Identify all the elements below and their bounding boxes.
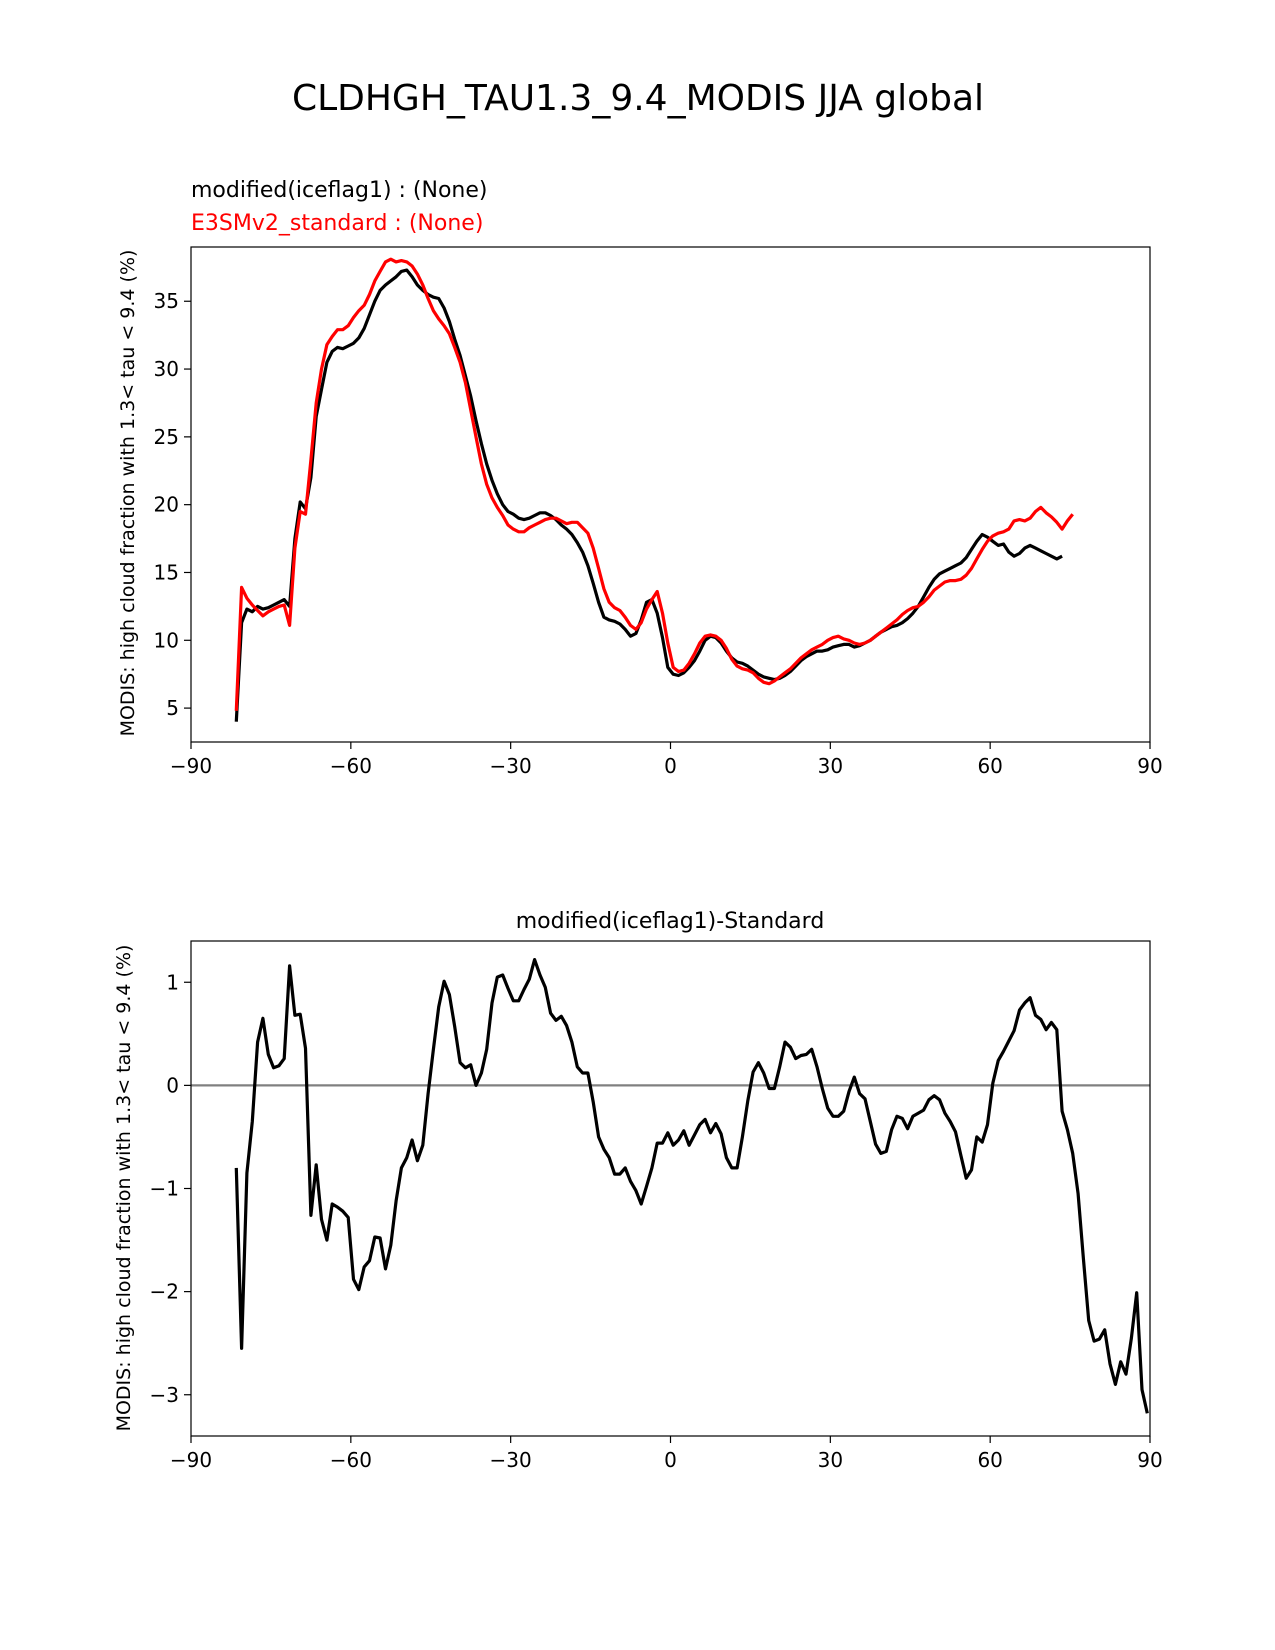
top-series-line-test [234,268,1063,722]
top-series-line-ref [234,257,1074,711]
top-y-axis: 5 10 15 20 25 30 35 [154,289,191,720]
bottom-y-axis-label: MODIS: high cloud fraction with 1.3< tau… [113,945,135,1432]
bottom-x-tick-label: 60 [977,1448,1002,1472]
bottom-x-tick-label: 30 [818,1448,843,1472]
bottom-x-tick-label: 90 [1137,1448,1162,1472]
top-y-tick-label: 15 [154,560,179,584]
top-x-tick-label: 90 [1137,754,1162,778]
top-x-tick-label: 60 [977,754,1002,778]
top-y-tick-label: 25 [154,425,179,449]
bottom-y-tick-label: −3 [150,1383,179,1407]
top-plot-frame [190,246,1151,743]
bottom-series-line-test [234,957,1149,1414]
bottom-y-tick-label: −2 [150,1280,179,1304]
top-y-tick-label: 30 [154,357,179,381]
bottom-y-axis: −3 −2 −1 0 1 [150,970,191,1407]
bottom-chart-title: modified(iceflag1)-Standard [516,909,825,934]
top-y-tick-label: 5 [166,696,179,720]
bottom-y-tick-label: 0 [166,1073,179,1097]
top-x-tick-label: −60 [330,754,372,778]
top-y-axis-label: MODIS: high cloud fraction with 1.3< tau… [117,250,139,737]
bottom-x-tick-label: −90 [170,1448,212,1472]
bottom-chart: modified(iceflag1)-Standard MODIS: high … [113,909,1163,1472]
bottom-series-group [191,957,1150,1414]
bottom-x-tick-label: −60 [330,1448,372,1472]
bottom-y-tick-label: −1 [150,1177,179,1201]
top-x-axis: −90 −60 −30 0 30 60 90 [170,742,1163,778]
legend-entry-test: modified(iceflag1) : (None) [191,178,488,203]
bottom-x-tick-label: −30 [490,1448,532,1472]
bottom-x-tick-label: 0 [664,1448,677,1472]
figure-title: CLDHGH_TAU1.3_9.4_MODIS JJA global [292,78,984,119]
top-x-tick-label: 0 [664,754,677,778]
top-y-tick-label: 20 [154,493,179,517]
top-x-tick-label: −30 [490,754,532,778]
bottom-y-tick-label: 1 [166,970,179,994]
bottom-x-axis: −90 −60 −30 0 30 60 90 [170,1436,1163,1472]
top-chart: modified(iceflag1) : (None) E3SMv2_stand… [117,178,1163,778]
top-y-tick-label: 10 [154,628,179,652]
bottom-plot-frame [190,940,1151,1437]
top-x-tick-label: −90 [170,754,212,778]
top-y-tick-label: 35 [154,289,179,313]
top-series-group [234,257,1074,722]
top-x-tick-label: 30 [818,754,843,778]
legend-entry-ref: E3SMv2_standard : (None) [191,211,483,236]
